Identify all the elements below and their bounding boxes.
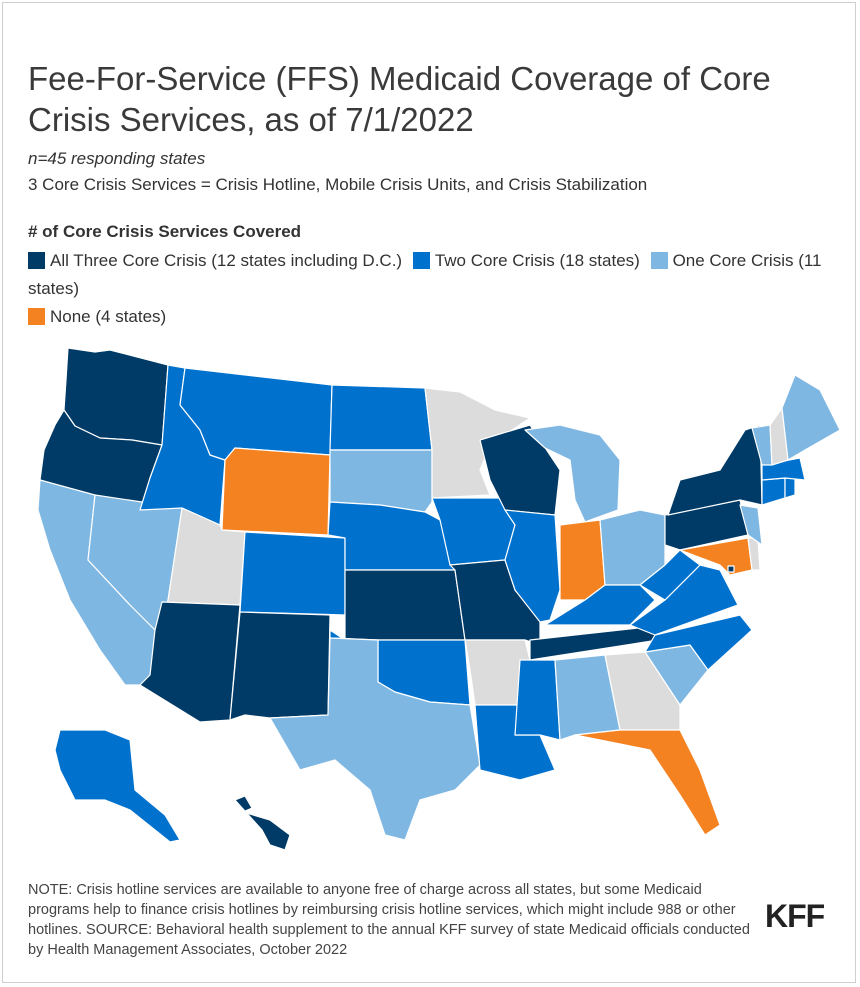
legend-label-none: None (4 states) xyxy=(50,307,167,326)
legend-label-one: One Core Crisis (11 states) xyxy=(28,251,822,298)
state-NM xyxy=(229,611,331,721)
legend-item-one: One Core Crisis (11 states) xyxy=(28,251,822,298)
state-ME xyxy=(781,374,841,461)
state-NE xyxy=(327,501,456,571)
state-MS xyxy=(514,659,561,741)
state-IL xyxy=(504,509,561,623)
legend-item-none: None (4 states) xyxy=(28,307,166,326)
state-DC xyxy=(727,565,735,573)
state-ND xyxy=(329,384,433,451)
state-GA xyxy=(604,651,681,731)
kff-logo: KFF xyxy=(765,898,825,934)
footnote: NOTE: Crisis hotline services are availa… xyxy=(28,882,750,958)
map-description: 3 Core Crisis Services = Crisis Hotline,… xyxy=(28,175,648,194)
state-KS xyxy=(344,569,466,641)
map-title: Fee-For-Service (FFS) Medicaid Coverage … xyxy=(28,60,771,138)
legend-swatch-two xyxy=(412,252,430,269)
legend-title: # of Core Crisis Services Covered xyxy=(28,222,302,241)
legend-swatch-one xyxy=(650,252,668,269)
legend-item-all-three: All Three Core Crisis (12 states includi… xyxy=(28,251,402,270)
legend-swatch-none xyxy=(28,308,45,325)
state-FL xyxy=(574,729,721,836)
legend: # of Core Crisis Services Covered All Th… xyxy=(28,218,828,331)
state-CT xyxy=(761,477,786,506)
state-TX xyxy=(269,637,481,841)
map-subtitle: n=45 responding states xyxy=(28,149,206,168)
state-WV xyxy=(639,549,701,601)
state-WY xyxy=(221,447,331,536)
legend-swatch-all-three xyxy=(28,252,45,269)
state-NY xyxy=(667,424,763,516)
state-IN xyxy=(559,519,606,601)
state-NC xyxy=(644,614,753,671)
state-NJ xyxy=(739,504,763,546)
state-CO xyxy=(239,531,346,616)
legend-items: All Three Core Crisis (12 states includi… xyxy=(28,247,828,331)
legend-label-all-three: All Three Core Crisis (12 states includi… xyxy=(50,251,403,270)
us-map xyxy=(37,347,841,851)
state-MI xyxy=(524,424,621,523)
state-AK xyxy=(54,729,181,843)
legend-item-two: Two Core Crisis (18 states) xyxy=(412,251,640,270)
legend-label-two: Two Core Crisis (18 states) xyxy=(434,251,640,270)
state-HI xyxy=(234,795,291,851)
state-RI xyxy=(784,477,796,499)
